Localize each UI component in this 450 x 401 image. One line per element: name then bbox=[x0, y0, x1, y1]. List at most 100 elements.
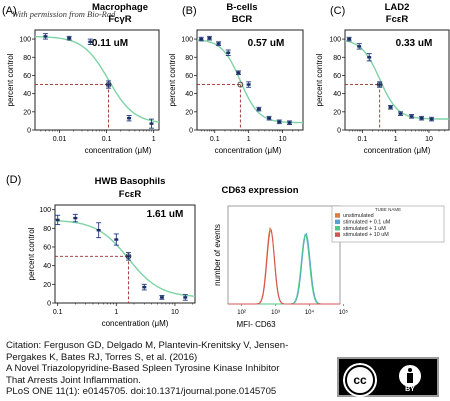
y-tick-label: 0 bbox=[27, 128, 31, 135]
dose-response-panel: (D) HWB Basophils FcεR 0 20 40 60 80 100 0.1 1 10co… bbox=[6, 174, 196, 328]
cc-by-license-badge[interactable]: cc BY bbox=[337, 357, 439, 397]
figure-canvas: With permission from Bio-Rad (A) Macropha… bbox=[2, 2, 450, 329]
creative-commons-icon: cc bbox=[345, 365, 375, 395]
plot-frame bbox=[54, 204, 196, 304]
x-axis-label: concentration (μM) bbox=[364, 146, 431, 155]
data-point bbox=[388, 106, 393, 109]
citation-line: Pergakes K, Bates RJ, Torres S, et al. (… bbox=[6, 351, 198, 363]
legend-swatch bbox=[335, 213, 340, 218]
citation-line: That Arrests Joint Inflammation. bbox=[6, 374, 141, 386]
data-point bbox=[55, 218, 60, 222]
legend-swatch bbox=[335, 226, 340, 231]
histogram-panel: CD63 expression MFI- CD63 number of events… bbox=[213, 185, 445, 329]
data-point bbox=[207, 36, 212, 40]
x-tick-label: 10³ bbox=[271, 310, 280, 316]
y-tick-label: 0 bbox=[337, 128, 341, 135]
legend-box bbox=[331, 205, 445, 243]
y-tick-label: 20 bbox=[43, 282, 51, 289]
legend-label: stimulated + 10 uM bbox=[343, 232, 389, 238]
y-axis-label: percent control bbox=[315, 53, 324, 106]
data-point bbox=[73, 216, 78, 220]
y-tick-label: 40 bbox=[185, 91, 193, 98]
y-axis-label: percent control bbox=[168, 53, 177, 106]
x-tick-label: 0.01 bbox=[53, 136, 67, 143]
data-point bbox=[398, 112, 403, 115]
ic50-value: 0.11 uM bbox=[92, 38, 128, 49]
y-tick-label: 80 bbox=[43, 226, 51, 233]
y-tick-label: 0 bbox=[47, 301, 51, 308]
data-point bbox=[106, 83, 111, 86]
panel-label: (B) bbox=[182, 5, 197, 17]
x-axis-label: concentration (μM) bbox=[102, 319, 169, 328]
y-axis-label: number of events bbox=[213, 224, 222, 286]
data-point bbox=[114, 238, 119, 241]
y-tick-label: 20 bbox=[333, 109, 341, 116]
y-tick-label: 100 bbox=[329, 37, 341, 44]
panel-label: (A) bbox=[2, 5, 17, 17]
histogram-frame bbox=[227, 205, 341, 305]
panel-label: (D) bbox=[6, 174, 21, 186]
data-point bbox=[267, 116, 272, 120]
data-point bbox=[226, 51, 231, 54]
data-point bbox=[149, 122, 154, 125]
data-point bbox=[216, 42, 221, 45]
panel-subtitle: FcεR bbox=[119, 189, 142, 200]
x-tick-label: 1 bbox=[152, 136, 156, 143]
y-tick-label: 100 bbox=[19, 37, 31, 44]
x-tick-label: 0.1 bbox=[53, 309, 63, 316]
y-tick-label: 20 bbox=[23, 109, 31, 116]
y-tick-label: 60 bbox=[185, 73, 193, 80]
panel-title: LAD2 bbox=[385, 2, 410, 13]
data-point bbox=[127, 116, 132, 120]
x-tick-label: 10⁴ bbox=[305, 309, 315, 316]
x-tick-label: 0.1 bbox=[102, 136, 112, 143]
y-tick-label: 80 bbox=[333, 55, 341, 62]
ic50-value: 1.61 uM bbox=[147, 209, 184, 220]
fit-curve bbox=[344, 40, 450, 120]
citation-line: A Novel Triazolopyridine-Based Spleen Ty… bbox=[6, 363, 280, 375]
y-tick-label: 60 bbox=[23, 73, 31, 80]
data-point bbox=[419, 116, 424, 120]
x-tick-label: 1 bbox=[114, 309, 118, 316]
panel-title: B-cells bbox=[226, 2, 257, 13]
data-point bbox=[199, 37, 204, 41]
data-point bbox=[183, 296, 188, 299]
data-point bbox=[287, 121, 292, 124]
x-axis-label: MFI- CD63 bbox=[236, 320, 276, 329]
data-point bbox=[142, 285, 147, 289]
data-point bbox=[236, 71, 241, 74]
x-axis-label: concentration (μM) bbox=[85, 146, 152, 155]
panel-label: (C) bbox=[330, 5, 345, 17]
y-tick-label: 0 bbox=[189, 128, 193, 135]
y-tick-label: 60 bbox=[333, 73, 341, 80]
y-tick-label: 100 bbox=[39, 207, 51, 214]
data-point bbox=[88, 40, 93, 44]
legend-label: stimulated + 1 uM bbox=[343, 226, 386, 232]
y-tick-label: 40 bbox=[333, 91, 341, 98]
y-tick-label: 100 bbox=[181, 37, 193, 44]
x-tick-label: 10⁵ bbox=[339, 309, 349, 316]
plot-frame bbox=[34, 29, 160, 131]
y-tick-label: 20 bbox=[185, 109, 193, 116]
data-point bbox=[277, 120, 282, 124]
y-axis-label: percent control bbox=[27, 227, 36, 280]
x-tick-label: 1 bbox=[247, 136, 251, 143]
legend-label: stimulated + 0.1 uM bbox=[343, 219, 391, 225]
data-point bbox=[256, 107, 261, 111]
ic50-value: 0.57 uM bbox=[248, 38, 285, 49]
fit-curve bbox=[34, 35, 160, 123]
by-label: BY bbox=[405, 386, 415, 393]
fit-curve bbox=[54, 220, 196, 297]
legend-swatch bbox=[335, 232, 340, 237]
citation-line: Citation: Ferguson GD, Delgado M, Plante… bbox=[6, 340, 289, 351]
citation-block: Citation: Ferguson GD, Delgado M, Plante… bbox=[6, 340, 336, 398]
panel-subtitle: FcεR bbox=[386, 14, 409, 25]
ic50-marker bbox=[237, 81, 244, 88]
data-point bbox=[377, 83, 382, 86]
plot-frame bbox=[344, 29, 450, 131]
data-point bbox=[429, 117, 434, 121]
x-tick-label: 0.1 bbox=[210, 136, 220, 143]
x-axis-label: concentration (μM) bbox=[215, 146, 282, 155]
data-point bbox=[357, 45, 362, 48]
y-tick-label: 80 bbox=[185, 55, 193, 62]
